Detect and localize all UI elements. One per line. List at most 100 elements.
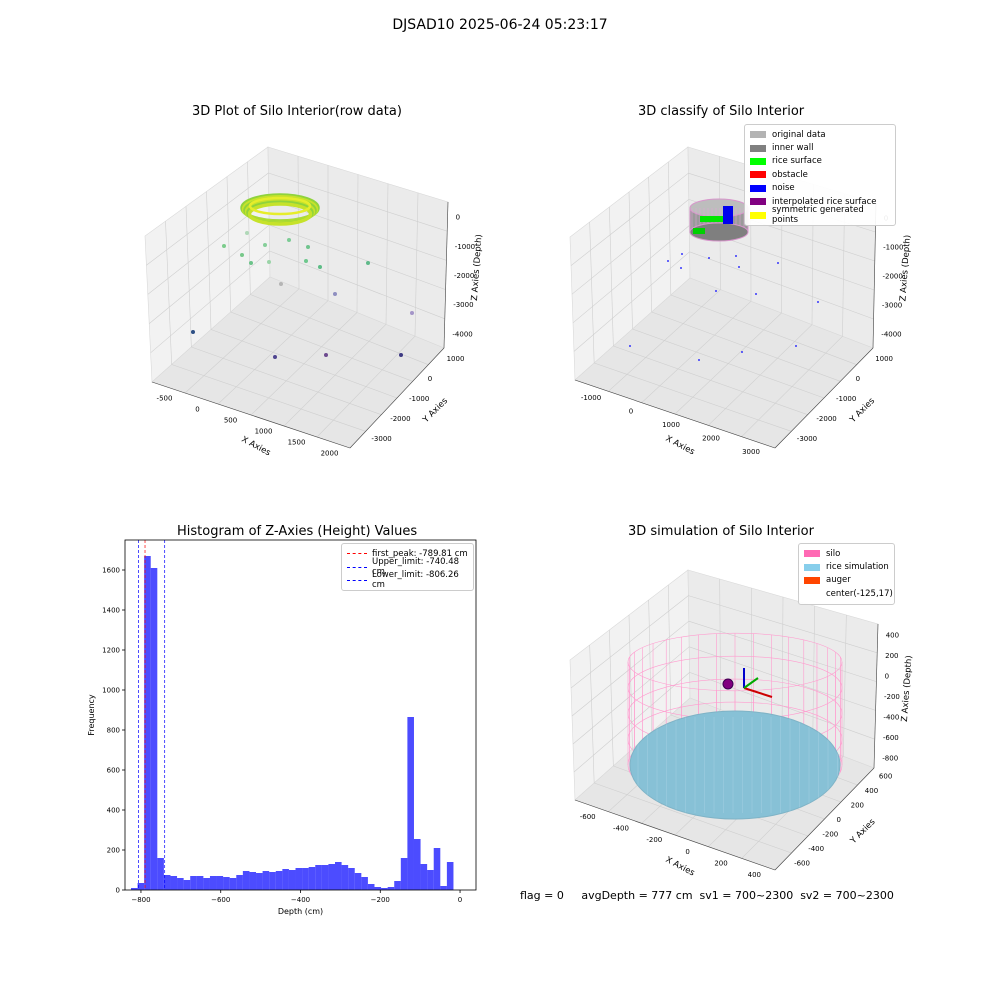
grid-line	[385, 183, 389, 325]
legend-swatch	[804, 576, 820, 584]
noise-point	[777, 262, 779, 264]
histogram-bar	[183, 880, 191, 890]
histogram-bar	[335, 862, 342, 890]
y-tick-label: 1200	[102, 647, 120, 655]
histogram-bar	[348, 868, 355, 890]
z-axis-line	[872, 202, 877, 349]
legend-label: symmetric generated points	[772, 205, 864, 226]
histogram-bar	[427, 870, 434, 890]
grid-line	[165, 221, 172, 365]
raw-data-point	[410, 311, 414, 315]
legend-entry: center(-125,17)	[804, 587, 893, 600]
histogram-bar	[170, 876, 178, 890]
grid-line	[185, 206, 192, 348]
x-axis-label: X Axies	[664, 855, 697, 879]
x-tick-label: -1000	[581, 394, 601, 402]
grid-line	[609, 206, 614, 347]
y-tick-label: 0	[837, 816, 841, 824]
rice-ring	[248, 196, 312, 216]
y-tick-label: -400	[808, 845, 824, 853]
grid-line	[628, 614, 633, 750]
y-tick-label: 0	[428, 375, 432, 383]
grid-line	[628, 191, 633, 330]
histogram-bar	[269, 872, 276, 890]
legend-label: inner wall	[772, 143, 814, 154]
raw-data-point	[245, 231, 249, 235]
histogram-bar	[288, 870, 296, 890]
legend-line-swatch	[347, 553, 367, 555]
x-tick-label: 500	[224, 417, 237, 425]
y-axis-line	[774, 347, 874, 449]
y-tick-label: -3000	[371, 435, 391, 443]
z-axis-line	[873, 623, 879, 769]
rice-simulation-disc	[629, 710, 841, 820]
y-tick-label: 1600	[102, 567, 120, 575]
legend-label: silo	[826, 548, 841, 559]
z-axis-label: Z Axies (Depth)	[898, 235, 913, 302]
grid-line	[688, 620, 877, 682]
y-tick-label: 600	[879, 772, 892, 780]
x-tick-label: -400	[613, 825, 629, 833]
simulation-3d-plot: -600-400-20002004006004002000-200-400-60…	[569, 569, 915, 879]
noise-point	[681, 253, 683, 255]
grid-line	[689, 646, 876, 711]
raw-data-point	[279, 282, 283, 286]
raw-data-point	[222, 244, 226, 248]
histogram-bar	[130, 888, 138, 890]
histogram-bar	[328, 864, 336, 890]
legend-entry: Lower_limit: -806.26 cm	[347, 570, 468, 590]
z-axis-label: Z Axies (Depth)	[470, 234, 485, 301]
z-axis-label: Z Axies (Depth)	[900, 655, 915, 722]
grid-line	[206, 191, 212, 330]
histogram-bar	[354, 873, 362, 890]
y-axis-line	[349, 347, 445, 449]
grid-line	[668, 161, 672, 296]
x-tick-label: 2000	[321, 450, 339, 458]
x-tick-label: 0	[458, 896, 462, 904]
rice-ring	[247, 202, 313, 226]
grid-line	[719, 578, 721, 710]
histogram-bar	[367, 884, 375, 890]
x-tick-label: 1000	[662, 421, 680, 429]
grid-line	[689, 251, 874, 320]
histogram-bar	[282, 869, 289, 890]
raw-data-point	[318, 265, 322, 269]
y-tick-label: 400	[865, 787, 878, 795]
y-tick-label: -1000	[409, 395, 429, 403]
x-axis-line	[574, 799, 776, 871]
inner-wall-top	[689, 198, 749, 218]
x-tick-label: 1000	[255, 428, 273, 436]
legend-label: obstacle	[772, 169, 808, 180]
legend-entry: interpolated rice surface	[750, 195, 890, 208]
y-tick-label: 800	[107, 727, 120, 735]
grid-line	[226, 176, 231, 313]
simulation-panel-title: 3D simulation of Silo Interior	[628, 524, 814, 539]
histogram-bar	[446, 862, 454, 890]
histogram-bar	[295, 868, 303, 890]
y-tick-label: 1000	[875, 355, 893, 363]
x-tick-label: -500	[157, 395, 173, 403]
legend-label: center(-125,17)	[826, 588, 893, 599]
grid-line	[688, 595, 878, 654]
noise-point	[735, 255, 737, 257]
legend-entry: Upper_limit: -740.48 cm	[347, 557, 468, 577]
grid-line	[146, 172, 269, 266]
y-tick-label: -2000	[390, 415, 410, 423]
auger-axis-x	[743, 687, 773, 698]
grid-line	[648, 599, 652, 733]
histogram-bar	[209, 876, 217, 890]
z-tick-label: -2000	[454, 272, 474, 280]
hist-title: Histogram of Z-Axies (Height) Values	[177, 524, 418, 539]
noise-point	[715, 290, 717, 292]
z-tick-label: -1000	[883, 244, 903, 252]
raw-data-point	[399, 353, 403, 357]
z-tick-label: -4000	[881, 331, 901, 339]
grid-line	[149, 224, 270, 324]
classify-panel-title: 3D classify of Silo Interior	[638, 104, 805, 119]
x-tick-label: −800	[131, 896, 150, 904]
histogram-chart: −800 −600 −400 −200 0 0 200 400 600 800 1000 1200 14…	[87, 539, 477, 916]
noise-point	[817, 301, 819, 303]
x-axis-label: X Axies	[664, 434, 697, 458]
raw-data-point	[267, 260, 271, 264]
noise-point	[680, 267, 682, 269]
